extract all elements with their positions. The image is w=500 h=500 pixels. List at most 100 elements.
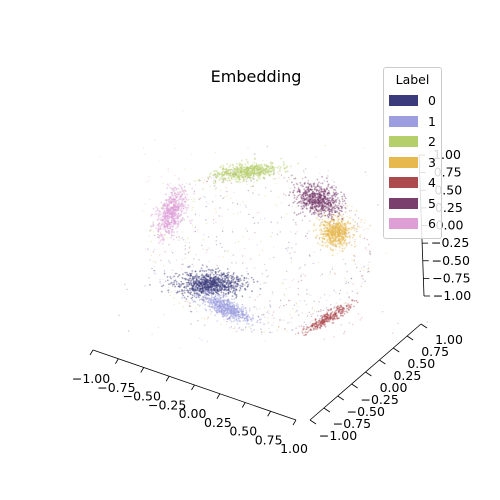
scatter-point bbox=[209, 173, 211, 176]
scatter-point bbox=[200, 282, 203, 285]
scatter-point bbox=[198, 285, 201, 288]
scatter-point bbox=[278, 319, 281, 321]
scatter-point bbox=[260, 170, 262, 173]
scatter-point bbox=[234, 327, 236, 329]
scatter-point bbox=[169, 282, 172, 285]
scatter-point bbox=[223, 281, 226, 283]
scatter-point bbox=[259, 287, 262, 290]
scatter-point bbox=[223, 286, 226, 289]
scatter-point bbox=[221, 215, 223, 217]
scatter-point bbox=[207, 275, 210, 277]
scatter-point bbox=[194, 286, 197, 289]
scatter-point bbox=[230, 307, 233, 310]
scatter-point bbox=[283, 279, 285, 281]
scatter-point bbox=[269, 162, 272, 165]
scatter-point bbox=[181, 297, 184, 299]
scatter-point bbox=[334, 211, 337, 214]
scatter-point bbox=[246, 319, 249, 322]
scatter-point bbox=[261, 166, 264, 169]
scatter-point bbox=[293, 194, 295, 197]
scatter-point bbox=[223, 303, 226, 305]
scatter-point bbox=[315, 197, 317, 199]
scatter-point bbox=[226, 251, 229, 253]
scatter-point bbox=[204, 286, 207, 289]
scatter-point bbox=[198, 197, 200, 199]
scatter-point bbox=[234, 168, 236, 171]
scatter-point bbox=[192, 280, 195, 283]
scatter-point bbox=[199, 288, 202, 290]
scatter-point bbox=[219, 207, 221, 209]
scatter-point bbox=[187, 281, 190, 284]
scatter-point bbox=[222, 295, 225, 297]
scatter-point bbox=[283, 167, 286, 169]
scatter-point bbox=[317, 206, 320, 209]
scatter-point bbox=[159, 254, 161, 256]
scatter-point bbox=[222, 306, 225, 309]
scatter-point bbox=[233, 307, 236, 310]
scatter-point bbox=[352, 219, 354, 221]
scatter-point bbox=[213, 301, 216, 304]
scatter-point bbox=[328, 214, 331, 217]
scatter-point bbox=[161, 207, 163, 209]
scatter-point bbox=[171, 234, 174, 237]
scatter-point bbox=[198, 280, 201, 282]
scatter-point bbox=[191, 288, 194, 290]
scatter-point bbox=[216, 264, 218, 267]
scatter-point bbox=[331, 218, 333, 221]
scatter-point bbox=[234, 288, 236, 291]
scatter-point bbox=[313, 310, 315, 312]
scatter-point bbox=[185, 198, 188, 201]
scatter-point bbox=[200, 291, 202, 293]
scatter-point bbox=[159, 281, 161, 283]
scatter-point bbox=[182, 283, 184, 285]
scatter-point bbox=[227, 291, 230, 294]
scatter-point bbox=[359, 270, 361, 272]
scatter-point bbox=[236, 162, 238, 165]
scatter-point bbox=[301, 184, 304, 186]
scatter-point bbox=[226, 309, 229, 312]
scatter-point bbox=[197, 276, 199, 279]
scatter-point bbox=[235, 318, 238, 320]
scatter-point bbox=[224, 280, 226, 283]
scatter-point bbox=[222, 305, 225, 308]
scatter-point bbox=[237, 180, 240, 183]
scatter-point bbox=[271, 293, 274, 295]
scatter-point bbox=[258, 172, 261, 174]
scatter-point bbox=[246, 176, 249, 179]
scatter-point bbox=[218, 302, 221, 305]
scatter-point bbox=[324, 207, 327, 210]
scatter-point bbox=[236, 278, 239, 281]
scatter-point bbox=[222, 180, 225, 182]
scatter-point bbox=[228, 306, 231, 309]
scatter-point bbox=[193, 292, 196, 294]
scatter-point bbox=[217, 172, 220, 174]
scatter-point bbox=[244, 326, 247, 329]
scatter-point bbox=[213, 289, 215, 292]
scatter-point bbox=[322, 233, 324, 236]
scatter-point bbox=[228, 168, 231, 171]
scatter-point bbox=[318, 238, 320, 240]
scatter-point bbox=[242, 236, 244, 238]
scatter-point bbox=[252, 192, 254, 194]
scatter-point bbox=[324, 294, 326, 296]
scatter-point bbox=[222, 304, 224, 306]
scatter-point bbox=[216, 292, 218, 294]
scatter-point bbox=[219, 306, 222, 309]
scatter-point bbox=[241, 303, 244, 306]
scatter-point bbox=[221, 309, 224, 311]
series-0 bbox=[118, 235, 319, 332]
scatter-point bbox=[305, 323, 307, 326]
scatter-point bbox=[178, 302, 180, 304]
scatter-point bbox=[240, 174, 243, 177]
scatter-point bbox=[193, 287, 195, 289]
scatter-point bbox=[269, 304, 271, 306]
scatter-point bbox=[323, 212, 326, 214]
scatter-point bbox=[293, 178, 295, 180]
scatter-point bbox=[220, 299, 223, 302]
scatter-point bbox=[214, 286, 216, 288]
scatter-point bbox=[286, 180, 288, 182]
scatter-point bbox=[220, 323, 222, 326]
scatter-point bbox=[246, 170, 248, 173]
scatter-point bbox=[198, 285, 201, 287]
